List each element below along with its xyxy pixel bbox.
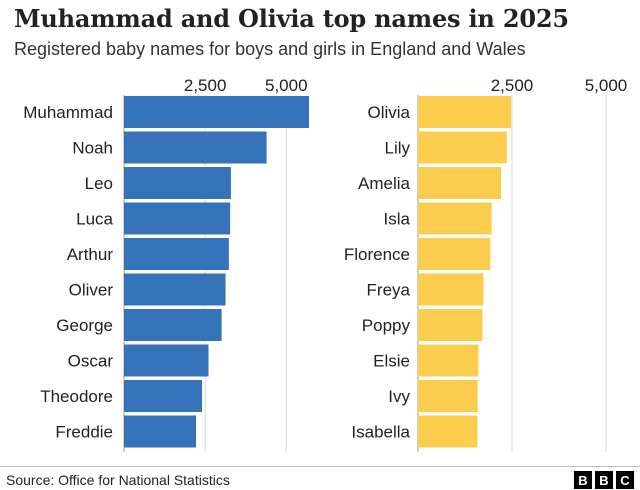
boys-category-label: Leo xyxy=(85,174,113,193)
boys-category-label: Theodore xyxy=(40,387,113,406)
girls-bar xyxy=(418,131,507,164)
boys-category-label: Muhammad xyxy=(23,103,113,122)
bbc-logo-letter: C xyxy=(616,471,634,489)
chart-title: Muhammad and Olivia top names in 2025 xyxy=(14,4,569,33)
source-note: Source: Office for National Statistics xyxy=(6,472,230,488)
girls-category-label: Lily xyxy=(384,139,410,158)
boys-bar xyxy=(124,415,197,448)
boys-bar xyxy=(124,309,222,341)
boys-category-label: Oliver xyxy=(69,281,114,300)
girls-bar xyxy=(418,202,492,235)
bbc-logo-letter: B xyxy=(574,471,592,489)
girls-bar xyxy=(418,273,484,306)
boys-bar xyxy=(124,202,231,235)
girls-bar xyxy=(418,344,479,377)
boys-category-label: George xyxy=(56,316,113,335)
boys-bar xyxy=(124,96,309,128)
footer-divider xyxy=(0,466,640,467)
boys-bar xyxy=(124,273,226,306)
girls-bar xyxy=(418,238,491,270)
boys-category-label: Arthur xyxy=(67,245,114,264)
girls-category-label: Florence xyxy=(344,245,410,264)
girls-category-label: Amelia xyxy=(358,174,411,193)
girls-category-label: Isla xyxy=(384,210,411,229)
girls-category-label: Ivy xyxy=(388,387,410,406)
boys-bar xyxy=(124,344,209,377)
boys-category-label: Oscar xyxy=(68,352,114,371)
chart-subtitle: Registered baby names for boys and girls… xyxy=(14,39,526,59)
boys-bar xyxy=(124,131,267,164)
boys-category-label: Noah xyxy=(72,139,113,158)
boys-bar xyxy=(124,238,229,270)
girls-tick-label: 2,500 xyxy=(491,76,534,95)
boys-tick-label: 2,500 xyxy=(184,76,227,95)
boys-category-label: Luca xyxy=(76,210,113,229)
boys-category-label: Freddie xyxy=(55,423,113,442)
girls-names-panel: 2,500 5,000 Olivia Lily Amelia Isla Florence Fr… xyxy=(344,76,627,452)
girls-category-label: Elsie xyxy=(373,352,410,371)
boys-names-panel: 2,500 5,000 Muhammad Noah Leo Luca Arthur Olive… xyxy=(23,76,309,452)
girls-bar xyxy=(418,96,512,128)
bbc-logo: B B C xyxy=(574,471,634,489)
girls-category-label: Freya xyxy=(367,281,411,300)
girls-bar xyxy=(418,309,483,341)
bbc-logo-letter: B xyxy=(595,471,613,489)
girls-bar xyxy=(418,167,502,199)
girls-bar xyxy=(418,415,478,448)
girls-category-label: Olivia xyxy=(367,103,410,122)
girls-category-label: Isabella xyxy=(351,423,410,442)
boys-bar xyxy=(124,380,203,412)
girls-category-label: Poppy xyxy=(362,316,411,335)
girls-tick-label: 5,000 xyxy=(585,76,628,95)
boys-tick-label: 5,000 xyxy=(265,76,308,95)
girls-bar xyxy=(418,380,478,412)
boys-bar xyxy=(124,167,231,199)
